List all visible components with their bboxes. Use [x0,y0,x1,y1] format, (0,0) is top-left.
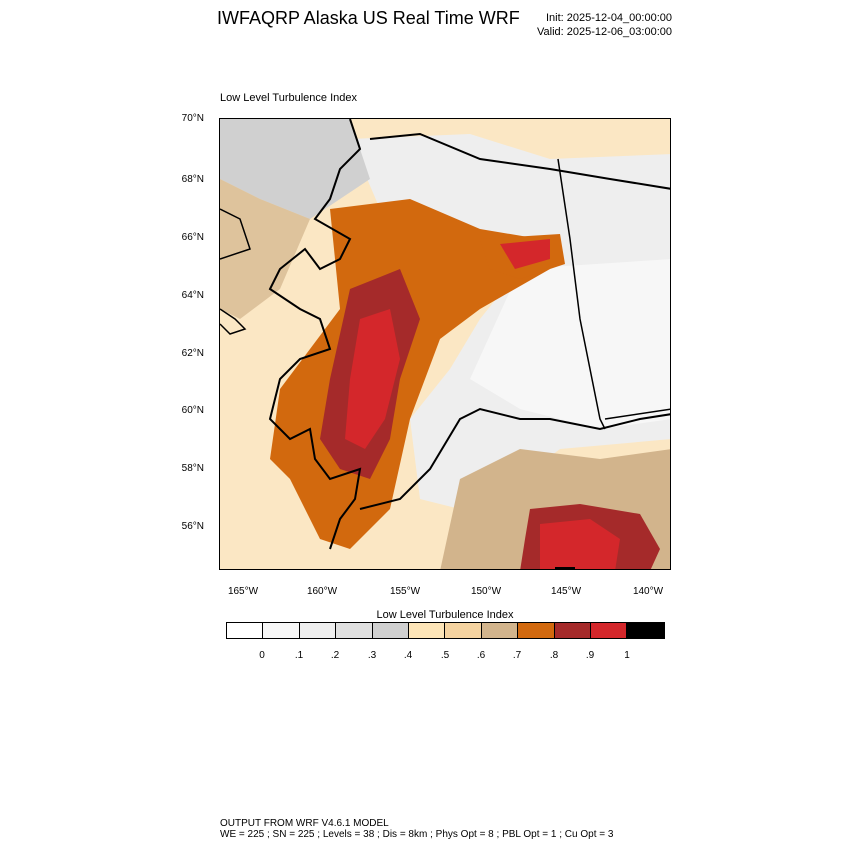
lat-label-66: 66°N [181,232,204,243]
colorbar-swatch [263,623,300,638]
colorbar-swatch [590,623,628,638]
valid-time: Valid: 2025-12-06_03:00:00 [537,26,672,38]
colorbar-label: .9 [585,650,595,661]
lat-label-64: 64°N [181,290,204,301]
alaska-west-coastline [268,119,362,550]
colorbar-label: .8 [549,650,559,661]
colorbar-swatch [481,623,519,638]
red-core-region [345,309,400,449]
north-slope-coastline [369,132,670,190]
colorbar-swatch [372,623,409,638]
colorbar-swatch [336,623,373,638]
colorbar-title: Low Level Turbulence Index [376,609,514,621]
lon-label-155: 155°W [389,586,421,597]
international-border [557,158,606,430]
lat-label-70: 70°N [181,113,204,124]
turbulence-map [219,118,671,570]
colorbar-label: .2 [330,650,340,661]
tan-west-region [220,179,310,319]
gulf-red-cell [540,519,620,569]
colorbar-swatch [408,623,446,638]
lon-label-140: 140°W [632,586,664,597]
init-time: Init: 2025-12-04_00:00:00 [546,12,672,24]
colorbar-label: .3 [367,650,377,661]
red-northeast-patch [500,239,550,269]
colorbar-swatch [518,623,555,638]
map-canvas [220,119,670,569]
lon-label-145: 145°W [550,586,582,597]
colorbar-swatch [299,623,337,638]
canada-border-south [604,408,670,420]
colorbar-label: .6 [476,650,486,661]
colorbar-swatch [627,623,664,638]
model-config-line: WE = 225 ; SN = 225 ; Levels = 38 ; Dis … [220,829,614,840]
lat-label-68: 68°N [181,174,204,185]
colorbar [226,622,665,639]
colorbar-label: 0 [259,650,265,661]
lat-label-62: 62°N [181,348,204,359]
colorbar-label: 1 [624,650,630,661]
colorbar-label: .1 [294,650,304,661]
lat-label-56: 56°N [181,521,204,532]
colorbar-label: .7 [512,650,522,661]
colorbar-label: .4 [403,650,413,661]
black-max-pixel [555,567,575,569]
lon-label-160: 160°W [306,586,338,597]
plot-title: Low Level Turbulence Index [220,92,357,104]
lat-label-60: 60°N [181,405,204,416]
south-coastline [359,407,670,510]
very-low-index-region [470,259,670,429]
lon-label-150: 150°W [470,586,502,597]
chukotka-coastline [220,208,251,260]
st-lawrence-island [220,308,247,335]
colorbar-label: .5 [440,650,450,661]
lon-label-165: 165°W [227,586,259,597]
page-title: IWFAQRP Alaska US Real Time WRF [217,8,520,28]
colorbar-swatch [227,623,264,638]
colorbar-swatch [554,623,591,638]
colorbar-swatch [445,623,482,638]
model-output-line: OUTPUT FROM WRF V4.6.1 MODEL [220,818,389,829]
lat-label-58: 58°N [181,463,204,474]
